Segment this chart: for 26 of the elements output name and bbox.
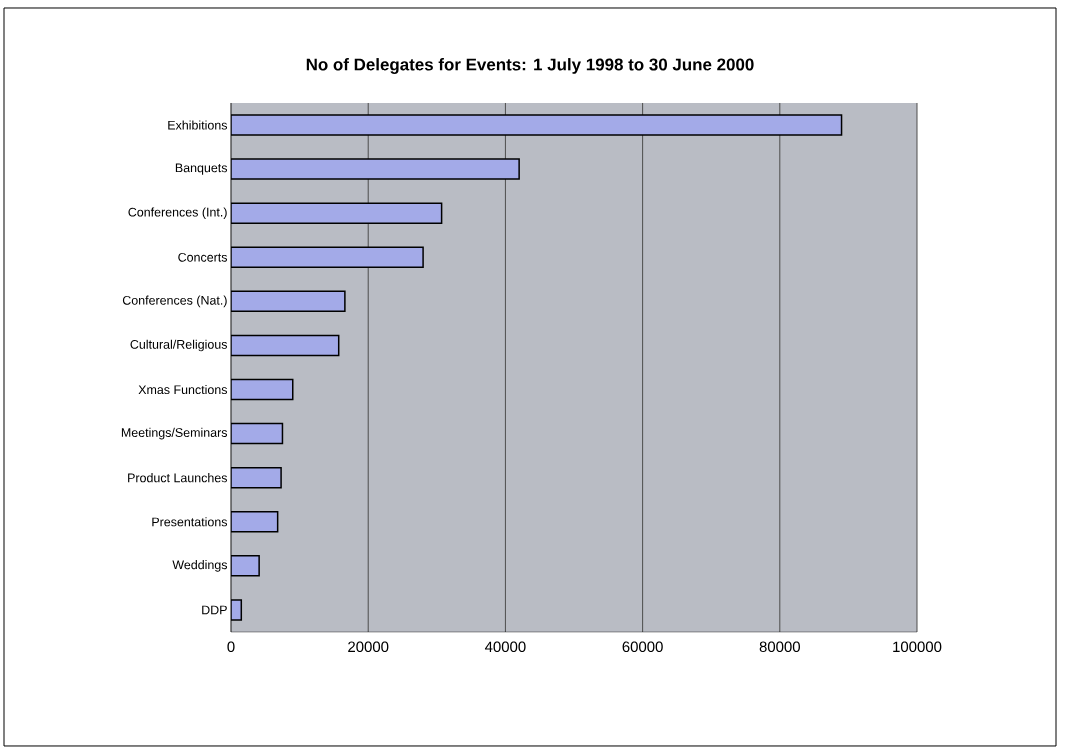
bar	[231, 114, 843, 136]
y-tick-label: Cultural/Religious	[130, 339, 228, 352]
y-tick-label: Weddings	[172, 560, 228, 572]
bar	[231, 378, 294, 401]
bar	[231, 246, 424, 269]
y-tick-label: Conferences (Int.)	[128, 207, 227, 219]
y-tick-label: Meetings/Seminars	[121, 427, 228, 440]
y-tick-label: Xmas Functions	[138, 384, 228, 395]
x-tick-label: 80000	[759, 641, 800, 653]
x-tick-label: 40000	[484, 641, 526, 653]
chart-title: No of Delegates for Events: 1 July 1998 to 30 June 2000	[306, 58, 754, 74]
x-tick-label: 60000	[622, 641, 663, 653]
y-tick-label: Presentations	[152, 517, 228, 527]
bar	[231, 422, 284, 445]
bar	[231, 290, 346, 313]
y-tick-label: Exhibitions	[168, 120, 228, 130]
y-tick-label: Product Launches	[128, 473, 228, 483]
bar	[231, 466, 282, 489]
x-tick-label: 100000	[893, 641, 942, 653]
x-tick-label: 20000	[348, 641, 389, 653]
x-tick-label: 0	[227, 641, 235, 653]
y-tick-label: Banquets	[175, 163, 228, 175]
y-tick-label: DDP	[202, 605, 227, 615]
bar	[231, 334, 340, 357]
y-tick-label: Concerts	[178, 252, 228, 262]
y-tick-label: Conferences (Nat.)	[122, 295, 227, 308]
